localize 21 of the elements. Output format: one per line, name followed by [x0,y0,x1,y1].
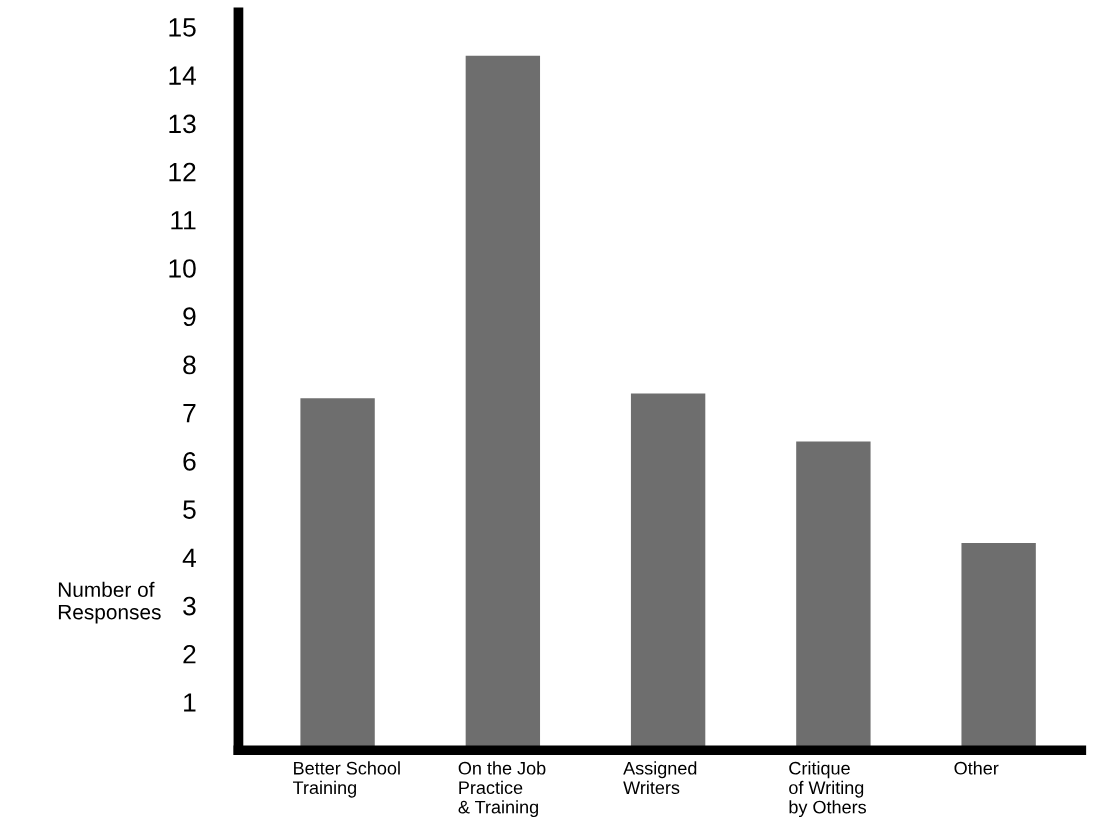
y-tick-label: 2 [183,644,196,664]
x-tick-label: Other [954,761,999,775]
y-tick-label: 15 [169,18,196,37]
x-tick-label: On the Job Practice & Training [458,761,546,818]
y-tick-label: 7 [183,404,196,423]
y-tick-label: 4 [182,548,196,567]
y-tick-label: 14 [169,66,196,85]
y-tick-label: 6 [183,452,196,471]
x-tick-label: Critique of Writing by Others [789,761,866,818]
y-axis-title: Number of Responses [58,581,161,624]
y-tick-label: 11 [171,211,196,230]
y-tick-label: 8 [183,355,196,375]
y-tick-label: 3 [183,596,196,616]
y-tick-label: 13 [169,114,196,134]
y-tick-label: 12 [169,162,196,182]
y-tick-label: 9 [183,307,196,327]
x-tick-label: Better School Training [293,761,400,798]
x-tick-label: Assigned Writers [623,761,697,795]
y-tick-label: 10 [169,259,196,278]
y-tick-label: 1 [184,693,196,712]
y-tick-label: 5 [183,500,196,519]
